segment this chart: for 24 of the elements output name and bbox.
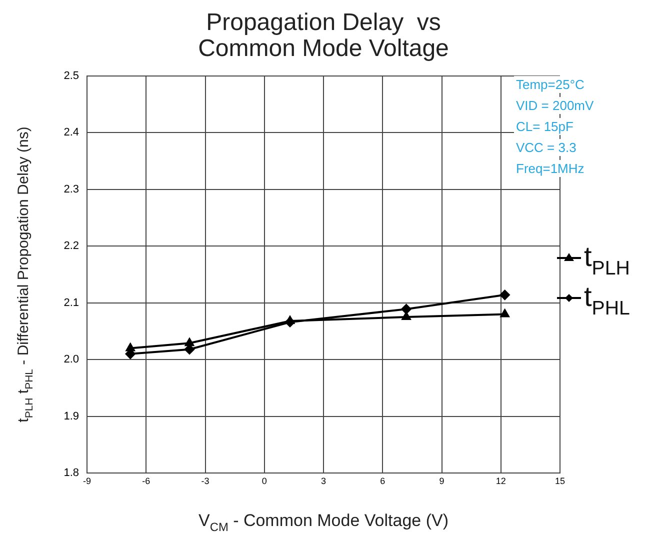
y-tick-label: 2.4 xyxy=(64,126,79,139)
x-tick-label: 9 xyxy=(439,476,444,486)
annotation: VCC = 3.3 xyxy=(516,140,576,155)
y-tick-label: 1.9 xyxy=(64,410,79,422)
y-tick-label: 2.3 xyxy=(64,183,79,196)
x-tick-label: 6 xyxy=(380,476,386,486)
y-tick-label: 2.5 xyxy=(64,70,79,82)
x-tick-label: -9 xyxy=(82,476,92,486)
y-tick-label: 1.8 xyxy=(64,467,79,480)
x-tick-label: -6 xyxy=(142,476,150,486)
chart-title: Propagation Delay vs Common Mode Voltage xyxy=(198,9,449,62)
x-tick-label: 15 xyxy=(554,476,566,486)
x-tick-label: 3 xyxy=(320,476,326,486)
x-tick-label: 12 xyxy=(496,476,506,486)
y-axis-title: tPLH tPHL - Differential Propogation Delay (ns) xyxy=(15,126,36,422)
annotation: VID = 200mV xyxy=(516,98,594,113)
x-tick-label: 0 xyxy=(262,476,267,486)
annotation: Freq=1MHz xyxy=(516,161,584,176)
y-tick-label: 2.0 xyxy=(64,354,79,366)
y-tick-label: 2.2 xyxy=(64,240,79,252)
x-tick-label: -3 xyxy=(201,476,210,486)
y-tick-label: 2.1 xyxy=(64,296,79,309)
annotation: CL= 15pF xyxy=(516,119,574,134)
annotation: Temp=25°C xyxy=(516,77,584,92)
